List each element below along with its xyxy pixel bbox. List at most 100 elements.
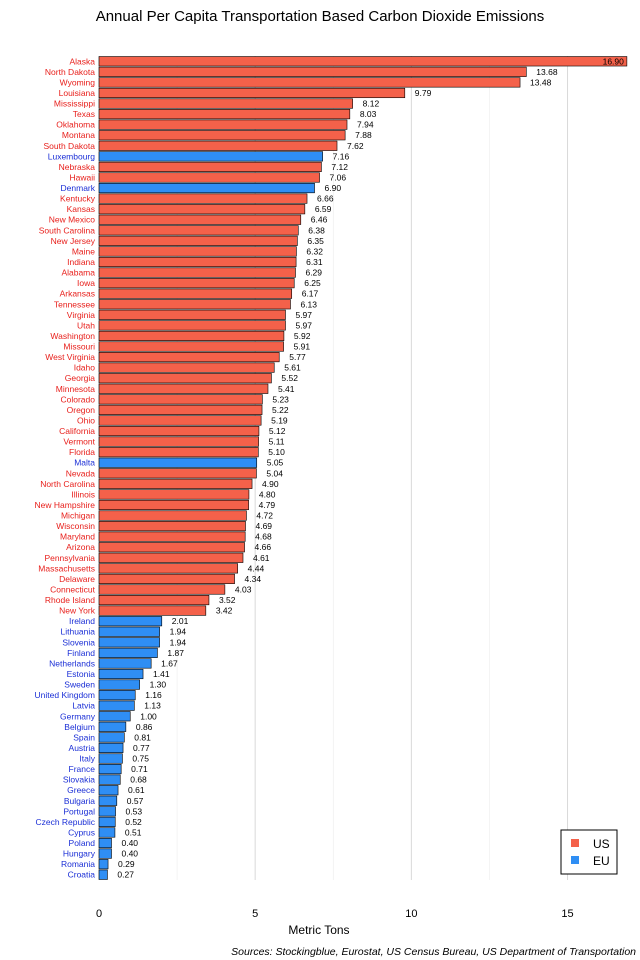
category-label: South Dakota (43, 141, 95, 151)
bar-eu (98, 711, 131, 722)
value-label: 5.97 (295, 310, 312, 320)
category-label: Colorado (61, 394, 96, 404)
bars (98, 56, 628, 880)
bar-us (98, 320, 286, 331)
bar-us (98, 531, 246, 542)
bar-us (98, 161, 322, 172)
category-label: Virginia (67, 310, 95, 320)
chart-title: Annual Per Capita Transportation Based C… (96, 8, 545, 25)
value-label: 4.79 (259, 500, 276, 510)
bar-eu (98, 182, 315, 194)
value-label: 6.46 (311, 215, 328, 225)
bar-eu (98, 816, 116, 827)
category-label: Illinois (71, 489, 95, 499)
bar-us (98, 172, 320, 183)
category-label: West Virginia (45, 352, 95, 362)
value-label: 5.05 (267, 458, 284, 468)
bar-us (98, 521, 246, 532)
value-label: 7.16 (333, 151, 350, 161)
category-label: New York (59, 606, 96, 616)
value-label: 0.75 (132, 754, 149, 764)
category-label: Spain (73, 732, 95, 742)
category-label: Utah (77, 320, 95, 330)
category-label: Croatia (68, 870, 96, 880)
bar-us (98, 299, 291, 310)
value-label: 7.94 (357, 120, 374, 130)
value-label: 1.30 (150, 680, 167, 690)
category-label: Connecticut (50, 584, 96, 594)
value-label: 9.79 (415, 88, 432, 98)
category-label: Maryland (60, 532, 95, 542)
value-label: 0.68 (130, 775, 147, 785)
category-label: Montana (62, 130, 95, 140)
bar-eu (98, 848, 112, 859)
category-label: Bulgaria (64, 796, 95, 806)
bar-eu (98, 647, 158, 658)
bar-us (98, 468, 257, 479)
category-label: Austria (69, 743, 96, 753)
bar-us (98, 235, 298, 246)
x-axis-title: Metric Tons (288, 923, 349, 937)
bar-us (98, 415, 262, 426)
grid-lines (98, 56, 569, 880)
value-label: 6.32 (306, 246, 323, 256)
value-label: 3.52 (219, 595, 236, 605)
value-label: 0.40 (121, 849, 138, 859)
bar-us (98, 352, 280, 363)
category-label: United Kingdom (35, 690, 95, 700)
category-label: Sweden (64, 680, 95, 690)
category-label: Romania (61, 859, 95, 869)
category-label: Idaho (74, 363, 96, 373)
value-label: 0.29 (118, 859, 135, 869)
category-label: Oklahoma (56, 120, 95, 130)
value-label: 1.00 (140, 711, 157, 721)
value-label: 1.13 (144, 701, 161, 711)
legend-box (560, 829, 618, 875)
x-tick-label: 5 (252, 908, 258, 920)
bar-us (98, 267, 296, 278)
bar-eu (98, 151, 323, 162)
bar-us (98, 130, 346, 141)
value-label: 8.12 (363, 99, 380, 109)
category-label: Tennessee (54, 299, 95, 309)
category-label: Arkansas (60, 289, 95, 299)
value-label: 5.22 (272, 405, 289, 415)
category-label: New Mexico (49, 215, 96, 225)
source-note: Sources: Stockingblue, Eurostat, US Cens… (231, 946, 636, 958)
bar-us (98, 605, 207, 616)
category-label: Malta (74, 458, 95, 468)
value-label: 5.61 (284, 363, 301, 373)
category-label: Indiana (67, 257, 95, 267)
bar-eu (98, 806, 116, 817)
bar-us (98, 341, 284, 352)
value-label: 1.94 (170, 637, 187, 647)
x-tick-label: 0 (96, 908, 102, 920)
value-label: 0.51 (125, 827, 142, 837)
legend-label-eu: EU (593, 854, 610, 868)
category-label: France (69, 764, 96, 774)
value-label: 7.88 (355, 130, 372, 140)
bar-us (98, 193, 308, 204)
value-label: 5.19 (271, 415, 288, 425)
category-label: Washington (50, 331, 95, 341)
bar-eu (98, 679, 140, 690)
bar-eu (98, 753, 123, 764)
bar-us (98, 225, 299, 236)
bar-us (98, 489, 250, 500)
bar-eu (98, 827, 116, 838)
category-label: Slovakia (63, 775, 95, 785)
legend-swatch-us (571, 839, 579, 847)
value-label: 5.97 (295, 320, 312, 330)
category-label: Kansas (67, 204, 95, 214)
bar-us (98, 246, 297, 257)
value-label: 5.11 (269, 437, 285, 447)
category-label: Portugal (63, 806, 95, 816)
bar-us (98, 214, 302, 225)
bar-us (98, 383, 269, 394)
value-label: 4.90 (262, 479, 279, 489)
bar-eu (98, 742, 124, 754)
value-label: 1.87 (167, 648, 184, 658)
category-label: Delaware (59, 574, 95, 584)
bar-us (98, 436, 259, 447)
